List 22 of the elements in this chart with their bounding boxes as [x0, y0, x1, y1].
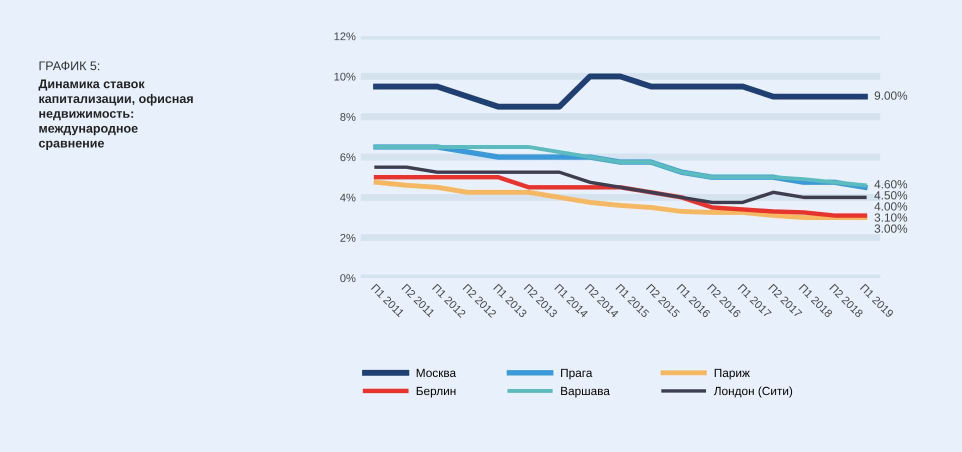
y-tick-label: 4% — [340, 194, 356, 202]
annotation: 4.00% — [874, 202, 908, 211]
legend-label: Прага — [561, 368, 592, 380]
legend-label: Лондон (Сити) — [714, 386, 792, 398]
y-tick-label: 12% — [334, 32, 356, 40]
y-tick-label: 0% — [340, 274, 356, 282]
legend-label: Варшава — [561, 386, 610, 398]
annotation: 9.00% — [874, 91, 908, 100]
text: Динамика ставок капитализации, офисная недвижимость: международное сравнение — [38, 80, 193, 150]
y-tick-label: 6% — [340, 153, 356, 162]
y-tick-label: 2% — [340, 234, 356, 242]
line-series — [374, 165, 867, 204]
legend-label: Москва — [416, 368, 456, 378]
legend-label: Париж — [714, 368, 750, 380]
text: ГРАФИК 5: — [40, 61, 100, 70]
annotation: 3.00% — [874, 224, 908, 233]
annotation: 3.10% — [874, 213, 908, 222]
y-tick-label: 8% — [340, 113, 356, 121]
y-tick-label: 10% — [334, 72, 356, 81]
annotation: 4.60% — [874, 180, 908, 188]
legend-label: Берлин — [416, 386, 456, 398]
annotation: 4.50% — [874, 191, 908, 200]
